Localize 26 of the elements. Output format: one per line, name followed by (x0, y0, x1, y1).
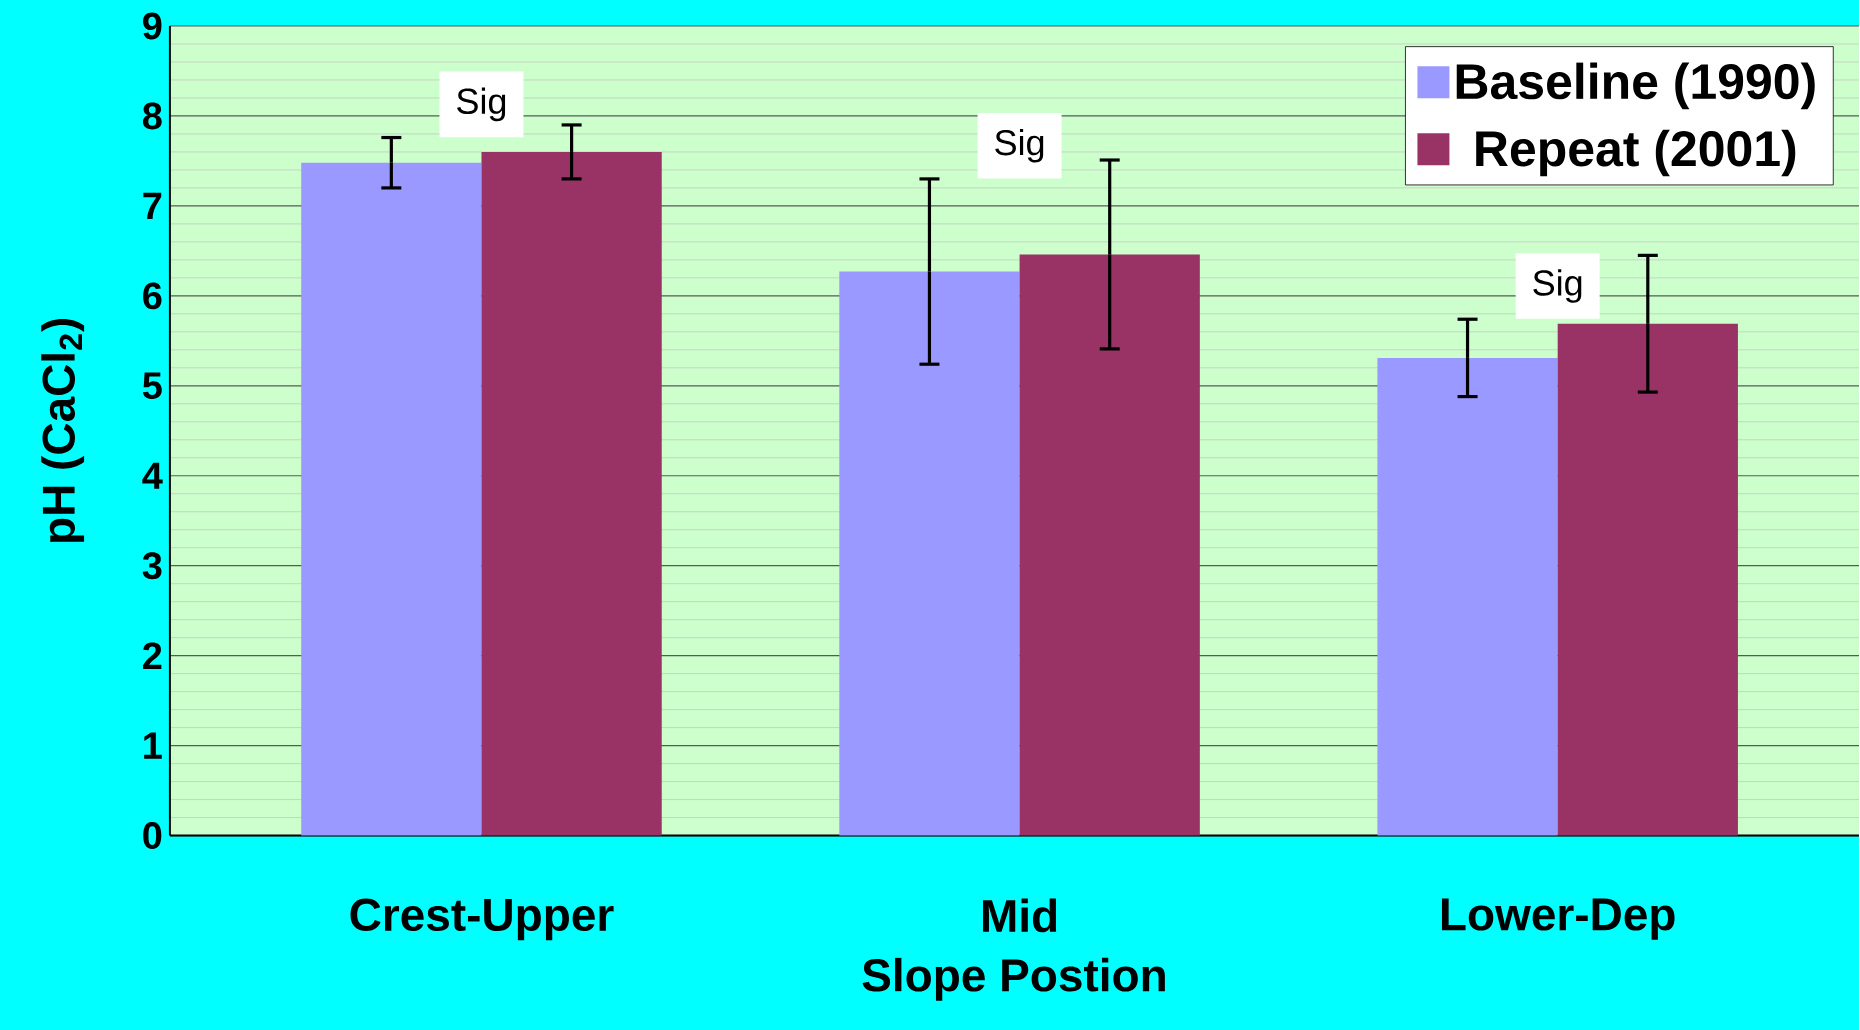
legend-label: Baseline (1990) (1456, 62, 1815, 109)
x-tick-label: Crest-Upper (350, 898, 614, 940)
annotation: Sig (995, 128, 1044, 163)
y-tick-label: 6 (143, 282, 162, 310)
annotation: Sig (457, 87, 506, 121)
legend-label: Repeat (2001) (1476, 129, 1796, 177)
bar (301, 162, 482, 836)
y-tick-label: 1 (144, 732, 162, 759)
annotation: Sig (1533, 269, 1582, 303)
x-tick-label: Mid (983, 898, 1057, 933)
y-tick-label: 7 (143, 192, 162, 219)
y-tick-label: 3 (142, 552, 162, 579)
y-tick-label: 8 (142, 102, 162, 130)
bar (1019, 254, 1200, 836)
bar (1377, 357, 1558, 836)
bar (1557, 323, 1738, 836)
y-tick-label: 0 (143, 821, 162, 849)
y-tick-label: 2 (143, 642, 162, 669)
x-tick-label: Lower-Dep (1441, 898, 1675, 940)
y-axis-title: pH (CaCl$_{2}$) (41, 318, 85, 542)
y-tick-label: 9 (143, 12, 162, 40)
bar (481, 151, 662, 836)
y-tick-label: 5 (142, 372, 162, 399)
x-axis-title: Slope Postion (862, 957, 1165, 1001)
bar (839, 271, 1020, 836)
y-tick-label: 4 (142, 462, 163, 489)
